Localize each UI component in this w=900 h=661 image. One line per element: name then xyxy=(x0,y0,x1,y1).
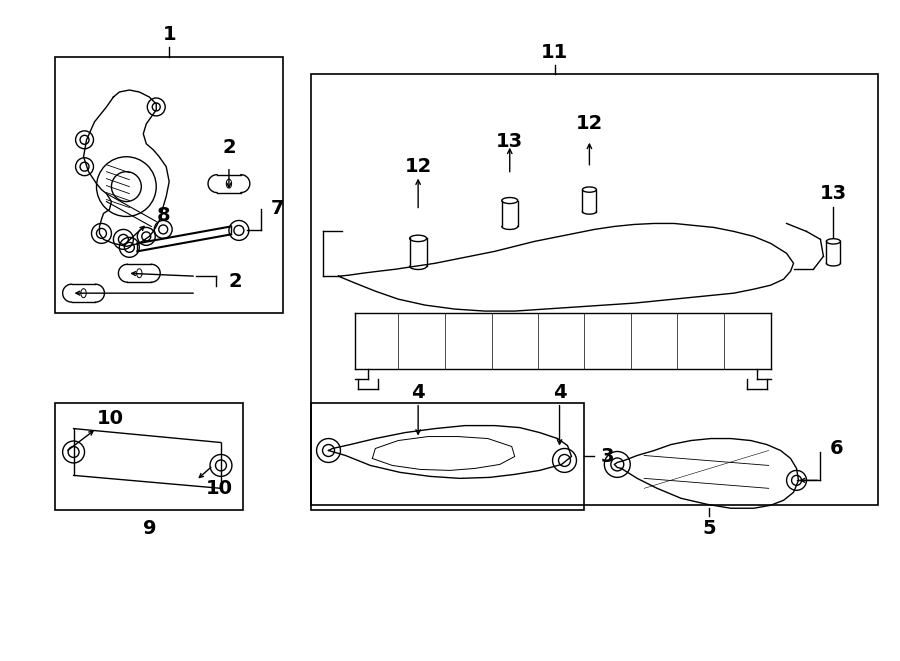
Ellipse shape xyxy=(582,187,597,192)
Ellipse shape xyxy=(410,235,427,242)
Text: 11: 11 xyxy=(541,43,568,61)
Bar xyxy=(55,403,243,510)
Text: 4: 4 xyxy=(411,383,425,403)
Text: 1: 1 xyxy=(162,24,176,44)
Text: 10: 10 xyxy=(206,479,233,498)
Ellipse shape xyxy=(502,198,518,204)
Text: 2: 2 xyxy=(222,137,236,157)
Text: 10: 10 xyxy=(96,409,123,428)
Text: 8: 8 xyxy=(158,206,171,225)
Bar xyxy=(310,403,584,510)
Text: 5: 5 xyxy=(702,519,716,537)
Bar xyxy=(55,57,283,313)
Text: 13: 13 xyxy=(820,184,847,203)
Text: 9: 9 xyxy=(142,519,156,537)
Ellipse shape xyxy=(826,239,841,244)
Text: 3: 3 xyxy=(600,447,614,466)
Text: 2: 2 xyxy=(229,272,243,291)
Text: 6: 6 xyxy=(830,439,843,458)
Text: 4: 4 xyxy=(553,383,566,403)
Text: 7: 7 xyxy=(271,199,284,218)
Bar xyxy=(310,74,878,505)
Text: 12: 12 xyxy=(404,157,432,176)
Text: 12: 12 xyxy=(576,114,603,134)
Text: 13: 13 xyxy=(496,132,523,151)
